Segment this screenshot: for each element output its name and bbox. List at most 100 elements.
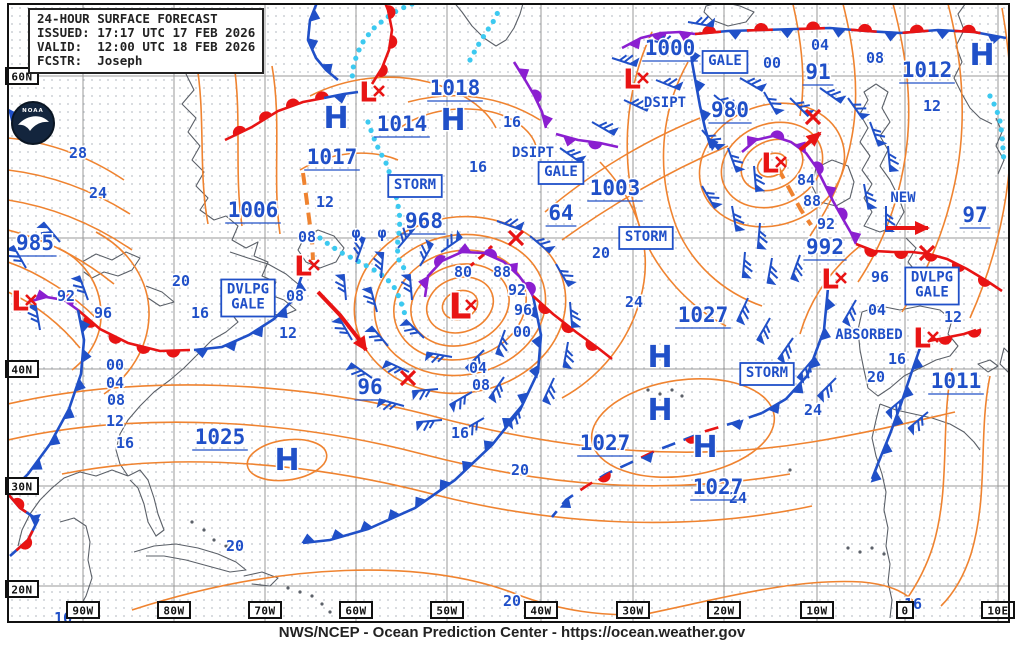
pressure-value: 1025 — [195, 425, 246, 449]
wind-barb — [460, 417, 485, 439]
wind-barb — [399, 318, 425, 339]
low-x-mark — [927, 331, 939, 343]
pressure-value: 1027 — [693, 475, 744, 499]
isobar-value: 16 — [116, 434, 134, 452]
low-x-mark — [775, 156, 787, 168]
wind-barb — [569, 301, 582, 328]
pressure-value: 64 — [548, 201, 573, 225]
isobar-value: 92 — [57, 287, 75, 305]
low-symbol: L — [821, 263, 839, 296]
graticule — [8, 4, 1009, 622]
isobar-value: 20 — [172, 272, 190, 290]
annotation-label: DSIPT — [644, 95, 686, 111]
isobar-value: 24 — [729, 489, 747, 507]
pressure-value: 985 — [16, 231, 54, 255]
graticule-label: 80W — [163, 605, 184, 618]
wind-barb — [542, 377, 556, 406]
phi-mark: φ — [377, 224, 386, 242]
wind-barb — [887, 145, 900, 172]
low-x-mark — [373, 85, 385, 97]
isobar-value: 00 — [763, 54, 781, 72]
pressure-value: 1027 — [678, 303, 729, 327]
isobar-value: 20 — [511, 461, 529, 479]
isobar-value: 92 — [508, 281, 526, 299]
pressure-value: 1003 — [590, 176, 641, 200]
annotation-label: ABSORBED — [835, 327, 902, 343]
wind-barb — [763, 91, 785, 116]
wind-barb — [736, 297, 750, 326]
graticule-label: 30W — [622, 605, 643, 618]
graticule-label: 40W — [530, 605, 551, 618]
wind-barb — [796, 357, 815, 384]
wind-barb — [334, 274, 347, 301]
low-symbol: L — [623, 63, 641, 96]
wind-barb — [440, 229, 463, 253]
isobar-value: 96 — [514, 301, 532, 319]
isobar-value: 84 — [797, 171, 815, 189]
graticule-label: 30N — [11, 481, 32, 494]
isobar-value: 16 — [888, 350, 906, 368]
wind-barb — [713, 94, 740, 113]
low-symbol: L — [359, 76, 377, 109]
pressure-value: 992 — [806, 235, 844, 259]
wind-barb — [819, 87, 847, 104]
wind-barbs — [8, 15, 929, 439]
wind-barb — [424, 351, 453, 364]
wind-barb — [611, 54, 640, 67]
high-symbol: H — [647, 393, 672, 428]
isobar-value: 12 — [106, 412, 124, 430]
hazard-label: STORM — [394, 177, 436, 193]
high-symbol: H — [440, 103, 465, 138]
pressure-value: 1000 — [645, 36, 696, 60]
wind-barb — [353, 234, 366, 263]
low-symbol: L — [761, 147, 779, 180]
wind-barb — [562, 341, 575, 370]
wind-barb — [727, 147, 746, 173]
isobar-value: 08 — [107, 391, 125, 409]
isobar-value: 20 — [226, 537, 244, 555]
wind-barb — [869, 121, 888, 147]
hazard-label: GALE — [915, 285, 949, 301]
wind-barb — [863, 183, 878, 210]
wind-barb — [364, 325, 389, 347]
graticule-labels: 60N 40N 30N 20N 90W 80W 70W 60W 50W 40W 30W 20W 10W 0… — [5, 67, 1015, 619]
isobar-value: 16 — [451, 424, 469, 442]
graticule-label: 40N — [11, 364, 32, 377]
graticule-label: 10W — [806, 605, 827, 618]
hazard-label: DVLPG — [227, 282, 269, 298]
wind-barb — [777, 337, 794, 365]
isobar-value: 12 — [923, 97, 941, 115]
header-issued: ISSUED: 17:17 UTC 17 FEB 2026 — [37, 25, 256, 41]
pressure-value: 1006 — [228, 198, 279, 222]
wind-barb — [649, 35, 678, 48]
wind-barb — [397, 222, 416, 249]
isobar-value: 08 — [298, 228, 316, 246]
noaa-logo: NOAA — [11, 101, 55, 145]
isobar-value: 04 — [868, 301, 886, 319]
isobar-value: 08 — [286, 287, 304, 305]
isobar-value: 20 — [592, 244, 610, 262]
pressure-value: 1014 — [377, 112, 428, 136]
wind-barb — [495, 329, 508, 358]
graticule-label: 70W — [254, 605, 275, 618]
phi-mark: φ — [351, 224, 360, 242]
hazard-labels: STORMGALEGALESTORMSTORMDVLPGGALEDVLPGGAL… — [220, 50, 960, 386]
low-symbol: L — [11, 285, 29, 318]
wind-barb — [766, 257, 779, 286]
x-mark — [399, 369, 417, 387]
hazard-label: GALE — [231, 297, 265, 313]
pressure-value: 1027 — [580, 431, 631, 455]
isobar-value: 20 — [503, 592, 521, 610]
hazard-label: GALE — [544, 164, 578, 180]
wind-barb — [847, 97, 871, 120]
pressure-value: 980 — [711, 98, 749, 122]
annotation-label: DSIPT — [512, 145, 554, 161]
ocean-dot-grid — [8, 4, 1009, 622]
high-symbol: H — [323, 101, 348, 136]
high-symbol: H — [969, 38, 994, 73]
isobar-value: 08 — [866, 49, 884, 67]
graticule-label: 20N — [11, 584, 32, 597]
high-symbol: H — [692, 430, 717, 465]
